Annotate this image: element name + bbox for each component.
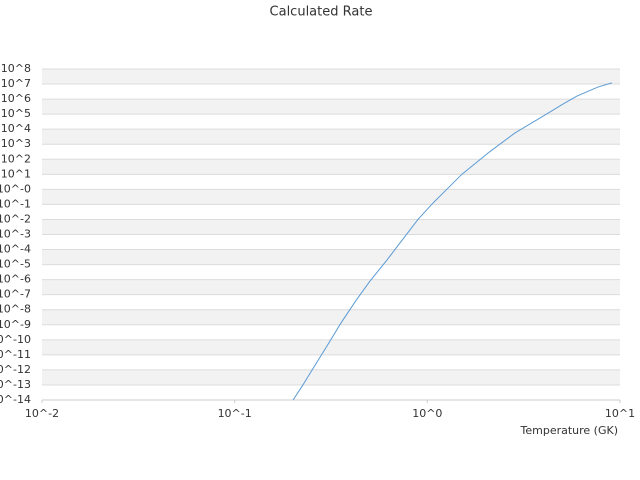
y-tick-label: 10^-2 <box>0 212 31 225</box>
y-tick-label: 10^-7 <box>0 288 31 301</box>
y-tick-label: 10^-0 <box>0 182 31 195</box>
grid-band <box>42 129 620 145</box>
grid-band <box>42 69 620 85</box>
grid-band <box>42 249 620 265</box>
y-tick-label: 10^-10 <box>0 333 31 346</box>
y-tick-label: 10^2 <box>1 152 31 165</box>
grid <box>41 68 621 403</box>
y-tick-label: 10^7 <box>1 77 31 90</box>
y-tick-label: 10^5 <box>1 107 31 120</box>
y-tick-label: 10^-13 <box>0 378 31 391</box>
y-tick-label: 10^-3 <box>0 228 31 241</box>
grid-band <box>42 369 620 385</box>
plot-area <box>292 82 613 400</box>
x-tick-label: 10^1 <box>605 407 635 420</box>
x-tick-label: 10^-2 <box>25 407 59 420</box>
grid-band <box>42 309 620 325</box>
y-tick-label: 10^-9 <box>0 318 31 331</box>
y-tick-label: 10^-4 <box>0 243 31 256</box>
y-tick-label: 10^3 <box>1 137 31 150</box>
y-tick-label: 10^4 <box>1 122 31 135</box>
x-axis-label: Temperature (GK) <box>520 424 619 437</box>
grid-band <box>42 99 620 115</box>
y-tick-label: 10^1 <box>1 167 31 180</box>
y-tick-label: 10^8 <box>1 62 31 75</box>
y-tick-label: 10^-12 <box>0 363 31 376</box>
y-tick-label: 10^-8 <box>0 303 31 316</box>
grid-band <box>42 159 620 175</box>
y-tick-label: 10^-1 <box>0 197 31 210</box>
grid-band <box>42 279 620 295</box>
y-tick-label: 10^6 <box>1 92 31 105</box>
chart-title: Calculated Rate <box>270 5 373 20</box>
y-tick-label: 10^-5 <box>0 258 31 271</box>
x-tick-label: 10^-1 <box>218 407 252 420</box>
grid-band <box>42 339 620 355</box>
data-line <box>292 82 613 400</box>
x-tick-label: 10^0 <box>412 407 442 420</box>
y-tick-label: 10^-6 <box>0 273 31 286</box>
grid-band <box>42 189 620 205</box>
grid-band <box>42 219 620 235</box>
y-tick-label: 10^-11 <box>0 348 31 361</box>
y-tick-label: 10^-14 <box>0 393 31 406</box>
